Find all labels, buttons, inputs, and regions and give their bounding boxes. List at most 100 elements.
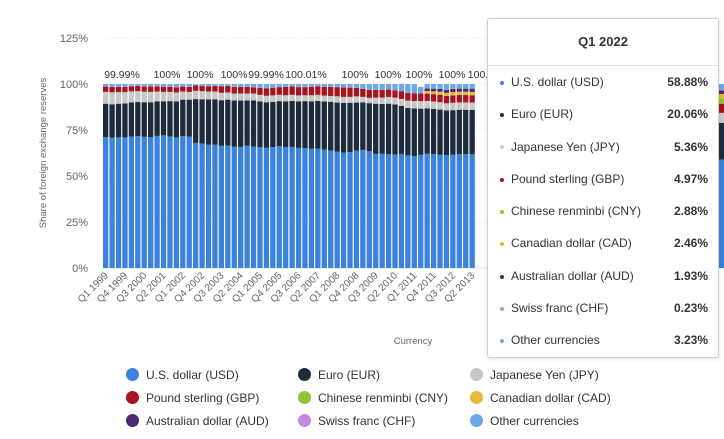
- bar-segment: [385, 154, 392, 268]
- bar-segment: [334, 84, 340, 87]
- bar-segment: [109, 137, 115, 268]
- bar-segment: [437, 88, 443, 92]
- bar-segment: [135, 85, 141, 87]
- bar-segment: [302, 148, 308, 268]
- bar-segment: [469, 102, 475, 110]
- bar-segment: [392, 90, 398, 98]
- bar-segment: [244, 93, 250, 101]
- bar-segment: [109, 86, 115, 87]
- tooltip-row-value: 58.88%: [667, 75, 708, 89]
- legend-item[interactable]: Japanese Yen (JPY): [470, 368, 599, 382]
- bar-segment: [328, 86, 334, 96]
- bar-segment: [186, 86, 192, 87]
- bar-segment: [347, 102, 353, 153]
- bar-segment: [128, 136, 135, 268]
- legend-item[interactable]: Euro (EUR): [298, 368, 380, 382]
- bar-segment: [334, 87, 340, 97]
- bar-segment: [379, 103, 385, 154]
- bar-segment: [199, 84, 205, 86]
- bar-segment: [398, 98, 405, 106]
- bar-segment: [128, 86, 135, 92]
- bar-segment: [321, 95, 327, 102]
- bar-segment: [115, 103, 122, 138]
- bar-segment: [154, 135, 160, 268]
- highlighted-bar-segment: [716, 98, 724, 104]
- bar-segment: [437, 102, 443, 110]
- bar-segment: [218, 84, 225, 86]
- legend-label: Other currencies: [490, 414, 579, 428]
- bar-segment: [180, 85, 186, 87]
- legend-item[interactable]: Other currencies: [470, 414, 579, 428]
- legend-item[interactable]: Swiss franc (CHF): [298, 414, 415, 428]
- bar-segment: [366, 89, 372, 98]
- bar-segment: [180, 136, 186, 268]
- bar-segment: [141, 102, 147, 137]
- y-axis-title: Share of foreign exchange reserves: [38, 78, 49, 229]
- bar-segment: [424, 93, 430, 101]
- bar-segment: [430, 94, 437, 102]
- legend-item[interactable]: Australian dollar (AUD): [126, 414, 269, 428]
- legend-item[interactable]: Chinese renminbi (CNY): [298, 391, 448, 405]
- bar-segment: [463, 102, 469, 110]
- bar-segment: [122, 86, 128, 87]
- tooltip-title: Q1 2022: [488, 19, 718, 66]
- bar-segment: [308, 84, 315, 87]
- bar-segment: [148, 86, 154, 92]
- bar-segment: [315, 86, 321, 95]
- bar-segment: [135, 84, 141, 86]
- bar-segment: [373, 153, 379, 268]
- bar-segment: [218, 145, 225, 268]
- bar-segment: [411, 84, 417, 94]
- legend-label: Swiss franc (CHF): [318, 414, 416, 428]
- bar-segment: [315, 84, 321, 86]
- legend-item[interactable]: U.S. dollar (USD): [126, 368, 239, 382]
- bar-segment: [141, 136, 147, 268]
- bar-segment: [469, 109, 475, 155]
- bar-segment: [186, 99, 192, 137]
- bar-segment: [205, 91, 212, 100]
- total-data-label: 100%: [375, 69, 402, 81]
- legend-item[interactable]: Pound sterling (GBP): [126, 391, 259, 405]
- bar-segment: [424, 100, 430, 109]
- bar-segment: [360, 149, 366, 268]
- x-axis-title: Currency: [394, 336, 433, 347]
- bar-segment: [328, 101, 334, 151]
- bar-segment: [450, 95, 456, 103]
- bar-segment: [360, 102, 366, 150]
- bar-segment: [167, 84, 173, 87]
- bar-segment: [173, 87, 180, 93]
- bar-segment: [424, 90, 430, 94]
- bar-segment: [398, 83, 405, 91]
- bar-segment: [270, 147, 276, 268]
- bar-segment: [103, 103, 109, 137]
- bar-segment: [437, 91, 443, 95]
- series-dot-icon: [500, 210, 504, 215]
- bar-segment: [340, 84, 347, 88]
- bar-segment: [199, 85, 205, 87]
- bar-segment: [199, 99, 205, 144]
- bar-segment: [295, 147, 302, 268]
- highlighted-bar-segment: [716, 122, 724, 160]
- bar-segment: [289, 84, 295, 87]
- tooltip-row-label: U.S. dollar (USD): [511, 75, 604, 89]
- tooltip-row: Australian dollar (AUD) 1.93%: [488, 260, 718, 292]
- bar-segment: [418, 108, 424, 155]
- bar-segment: [238, 93, 244, 101]
- bar-segment: [308, 101, 315, 149]
- bar-segment: [289, 146, 295, 268]
- tooltip-row-label: Pound sterling (GBP): [511, 171, 625, 186]
- bar-segment: [199, 143, 205, 268]
- bar-segment: [398, 153, 405, 268]
- bar-segment: [193, 142, 199, 268]
- series-dot-icon: [500, 145, 504, 150]
- bar-segment: [199, 91, 205, 100]
- bar-segment: [347, 84, 353, 88]
- y-tick-label: 100%: [60, 79, 88, 91]
- legend-item[interactable]: Canadian dollar (CAD): [470, 391, 611, 405]
- bar-segment: [109, 92, 115, 105]
- bar-segment: [360, 88, 366, 97]
- bar-segment: [443, 84, 450, 90]
- bar-segment: [250, 93, 257, 101]
- bar-segment: [193, 99, 199, 143]
- bar-segment: [469, 84, 475, 89]
